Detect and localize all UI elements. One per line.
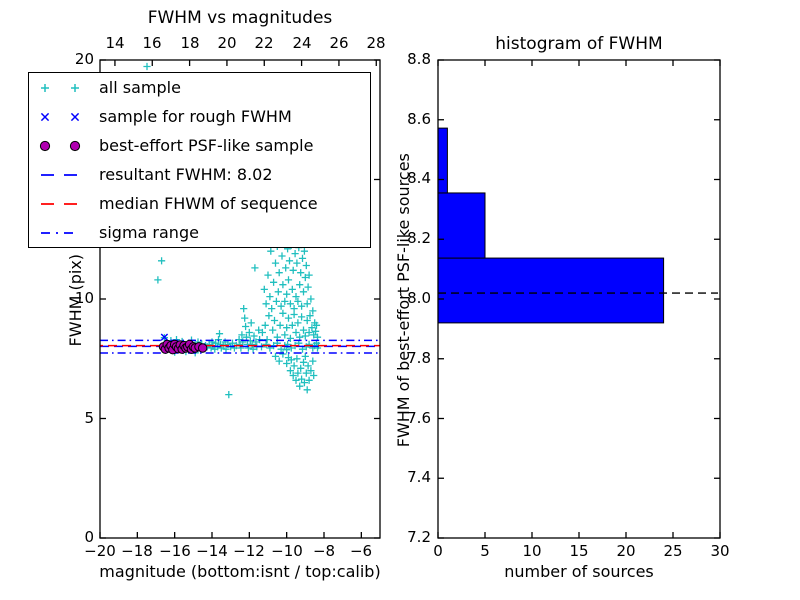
dashed-line-icon xyxy=(41,173,79,176)
legend-entry-sigma-range: sigma range xyxy=(35,218,370,247)
right-x-axis-label: number of sources xyxy=(504,562,654,581)
left-top-tick-label: 22 xyxy=(254,34,274,52)
left-top-tick-label: 20 xyxy=(217,34,237,52)
legend-entry-median-fwhm: median FHWM of sequence xyxy=(35,189,370,218)
left-top-tick-label: 18 xyxy=(180,34,200,52)
right-y-tick-label: 8.8 xyxy=(407,50,431,68)
legend-entry-psf-sample: best-effort PSF-like sample xyxy=(35,131,370,160)
right-histogram-layer xyxy=(437,127,718,324)
legend-label: all sample xyxy=(99,78,181,97)
left-x-tick-label: −16 xyxy=(159,542,191,560)
left-top-tick-label: 26 xyxy=(329,34,349,52)
left-x-tick-label: −14 xyxy=(196,542,228,560)
legend-entry-resultant-fwhm: resultant FWHM: 8.02 xyxy=(35,160,370,189)
right-x-tick-label: 5 xyxy=(480,542,490,560)
x-marker-icon xyxy=(40,112,80,121)
left-x-tick-label: −6 xyxy=(349,542,373,560)
right-x-tick-label: 30 xyxy=(710,542,730,560)
right-y-tick-label: 8.4 xyxy=(407,169,431,187)
legend-label: sigma range xyxy=(99,223,199,242)
left-top-tick-label: 14 xyxy=(105,34,125,52)
left-x-tick-label: −20 xyxy=(84,542,116,560)
left-top-tick-label: 16 xyxy=(142,34,162,52)
right-y-tick-label: 7.8 xyxy=(407,349,431,367)
right-x-tick-label: 10 xyxy=(522,542,542,560)
dashdot-line-icon xyxy=(41,231,79,234)
left-y-tick-label: 20 xyxy=(74,50,94,68)
legend-label: resultant FWHM: 8.02 xyxy=(99,165,273,184)
plus-marker-icon xyxy=(41,83,79,92)
left-y-tick-label: 5 xyxy=(84,409,94,427)
right-y-tick-label: 8.2 xyxy=(407,229,431,247)
left-x-axis-label: magnitude (bottom:isnt / top:calib) xyxy=(99,562,381,581)
right-plot-title: histogram of FWHM xyxy=(495,34,663,54)
right-y-tick-label: 8.6 xyxy=(407,110,431,128)
left-y-tick-label: 10 xyxy=(74,289,94,307)
right-x-tick-label: 20 xyxy=(616,542,636,560)
right-axes-frame xyxy=(437,59,721,539)
left-x-tick-label: −10 xyxy=(271,542,303,560)
right-y-tick-label: 7.4 xyxy=(407,468,431,486)
right-y-tick-label: 8.0 xyxy=(407,289,431,307)
left-x-tick-label: −8 xyxy=(312,542,336,560)
left-top-tick-label: 28 xyxy=(366,34,386,52)
legend-label: sample for rough FWHM xyxy=(99,107,292,126)
left-y-tick-label: 0 xyxy=(84,528,94,546)
left-x-tick-label: −12 xyxy=(233,542,265,560)
right-y-tick-label: 7.2 xyxy=(407,528,431,546)
dashed-line-icon xyxy=(41,202,79,205)
left-axes-frame xyxy=(99,59,381,539)
left-x-tick-label: −18 xyxy=(121,542,153,560)
left-plot-title: FWHM vs magnitudes xyxy=(147,8,333,28)
legend-entry-all-sample: all sample xyxy=(35,73,370,102)
legend-label: median FHWM of sequence xyxy=(99,194,318,213)
left-top-tick-label: 24 xyxy=(292,34,312,52)
right-x-tick-label: 0 xyxy=(433,542,443,560)
legend-label: best-effort PSF-like sample xyxy=(99,136,314,155)
right-x-tick-label: 25 xyxy=(663,542,683,560)
right-y-tick-label: 7.6 xyxy=(407,409,431,427)
legend-entry-rough-fwhm-sample: sample for rough FWHM xyxy=(35,102,370,131)
legend-box: all sample sample for rough FWHM best-ef… xyxy=(28,72,371,248)
circle-marker-icon xyxy=(39,140,81,151)
left-scatter-layer xyxy=(100,62,380,399)
right-x-tick-label: 15 xyxy=(569,542,589,560)
